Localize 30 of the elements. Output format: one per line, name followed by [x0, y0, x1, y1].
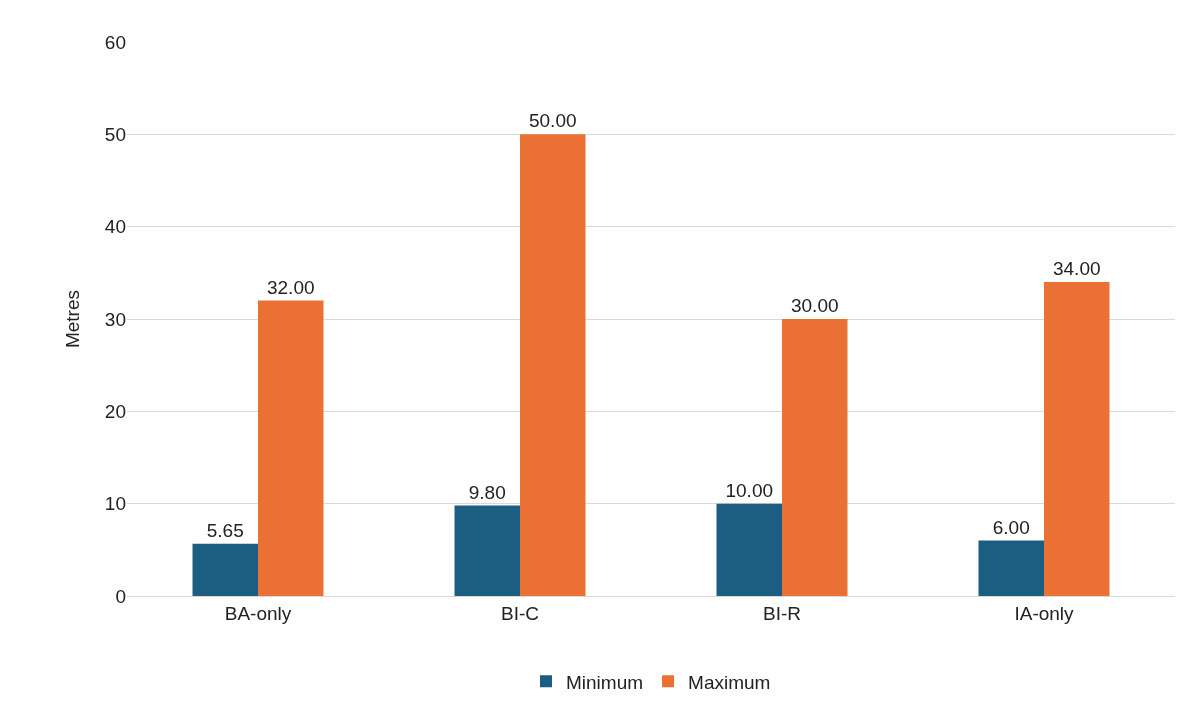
y-tick-label: 60 — [104, 31, 126, 53]
x-tick-label: BI-R — [763, 602, 801, 624]
bar — [782, 319, 848, 596]
y-tick-label: 40 — [104, 216, 126, 238]
y-tick-label: 10 — [104, 493, 126, 515]
bar — [978, 540, 1044, 596]
x-tick-label: IA-only — [1014, 602, 1075, 624]
x-tick-label: BI-C — [501, 602, 539, 624]
y-tick-label: 50 — [104, 123, 126, 145]
data-label: 32.00 — [266, 276, 315, 298]
data-label: 34.00 — [1052, 258, 1101, 280]
y-tick-label: 20 — [104, 400, 126, 422]
x-tick-label: BA-only — [224, 602, 292, 624]
legend-label: Minimum — [566, 671, 644, 693]
bar — [520, 134, 586, 596]
y-tick-label: 30 — [104, 308, 126, 330]
bar — [454, 505, 520, 596]
data-label: 30.00 — [790, 295, 839, 316]
data-label: 10.00 — [725, 479, 774, 501]
y-axis-title: Metres — [61, 289, 83, 349]
data-label: 50.00 — [528, 110, 577, 132]
bar — [716, 503, 782, 596]
bar — [192, 543, 258, 596]
legend-label: Maximum — [688, 671, 771, 693]
bar — [1044, 282, 1110, 596]
data-label: 9.80 — [468, 481, 506, 503]
data-label: 6.00 — [992, 516, 1030, 538]
y-tick-label: 0 — [115, 585, 126, 607]
data-label: 5.65 — [206, 519, 244, 541]
bar — [258, 300, 324, 596]
